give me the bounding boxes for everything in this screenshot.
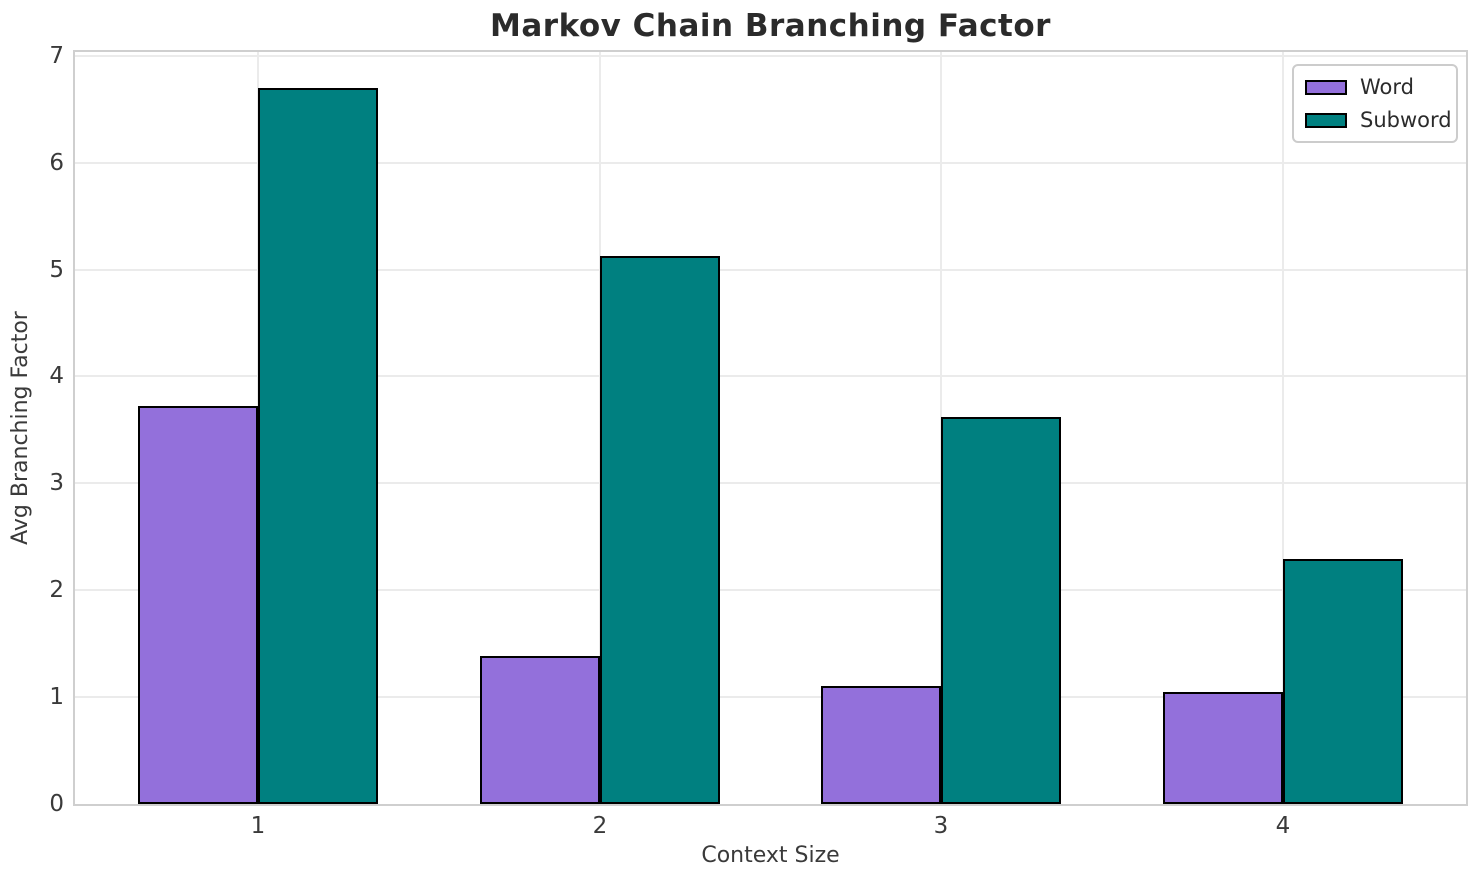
legend-item-word: Word	[1305, 75, 1445, 99]
legend-label-subword: Subword	[1360, 108, 1452, 132]
x-tick-label-4: 4	[1275, 813, 1291, 839]
x-tick-label-1: 1	[250, 813, 266, 839]
x-axis-label: Context Size	[701, 843, 840, 868]
bar-word-4	[1163, 692, 1283, 804]
legend-label-word: Word	[1360, 75, 1414, 99]
y-axis-label: Avg Branching Factor	[8, 311, 33, 545]
bar-subword-1	[258, 88, 378, 804]
y-tick-label-5: 5	[49, 257, 64, 283]
y-tick-label-4: 4	[49, 363, 64, 389]
legend-item-subword: Subword	[1305, 108, 1452, 132]
bar-subword-2	[600, 256, 720, 804]
bar-word-1	[138, 406, 258, 804]
y-tick-label-0: 0	[49, 791, 64, 817]
legend-swatch-word	[1305, 79, 1347, 95]
y-tick-label-2: 2	[49, 577, 64, 603]
x-tick-label-3: 3	[933, 813, 949, 839]
x-tick-label-2: 2	[592, 813, 608, 839]
y-tick-label-1: 1	[49, 684, 64, 710]
bar-subword-4	[1283, 559, 1403, 804]
plot-area	[73, 50, 1468, 806]
legend-swatch-subword	[1305, 112, 1347, 128]
h-gridline-6	[75, 162, 1466, 164]
plot-inner	[75, 52, 1466, 804]
y-tick-label-7: 7	[49, 43, 64, 69]
y-tick-label-6: 6	[49, 150, 64, 176]
bar-subword-3	[941, 417, 1061, 804]
v-gridline-4	[1282, 52, 1284, 804]
h-gridline-4	[75, 375, 1466, 377]
bar-word-2	[480, 656, 600, 804]
h-gridline-7	[75, 55, 1466, 57]
h-gridline-2	[75, 589, 1466, 591]
h-gridline-5	[75, 269, 1466, 271]
h-gridline-3	[75, 482, 1466, 484]
h-gridline-1	[75, 696, 1466, 698]
chart-title: Markov Chain Branching Factor	[490, 8, 1051, 44]
bar-word-3	[821, 686, 941, 804]
y-tick-label-3: 3	[49, 470, 64, 496]
legend: Word Subword	[1292, 64, 1458, 143]
